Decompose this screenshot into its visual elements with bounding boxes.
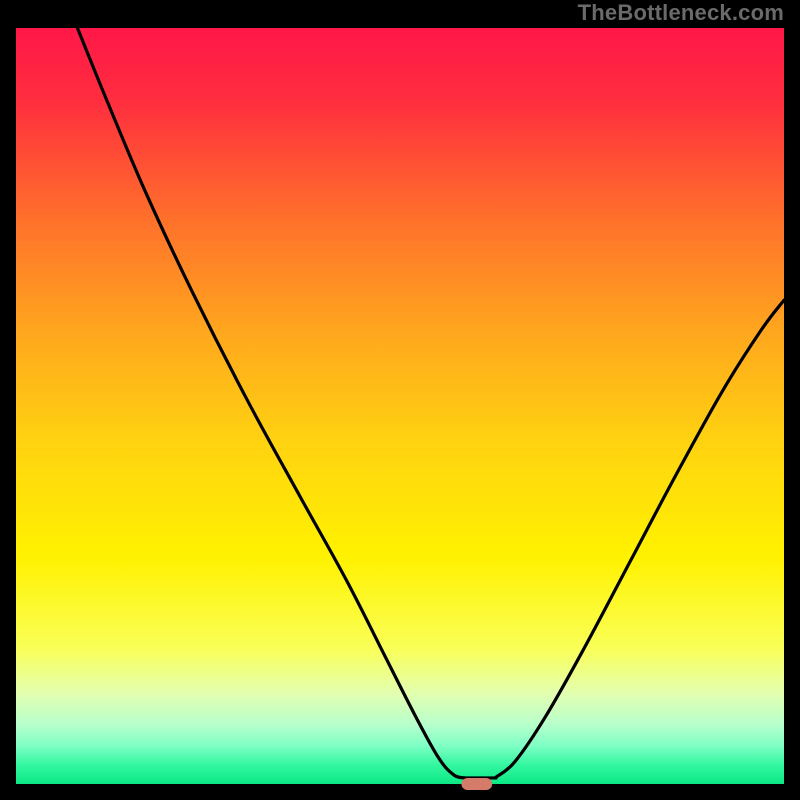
bottleneck-chart: TheBottleneck.com	[0, 0, 800, 800]
minimum-marker	[461, 778, 492, 790]
chart-canvas	[0, 0, 800, 800]
plot-background	[16, 28, 784, 784]
watermark-text: TheBottleneck.com	[578, 0, 784, 26]
